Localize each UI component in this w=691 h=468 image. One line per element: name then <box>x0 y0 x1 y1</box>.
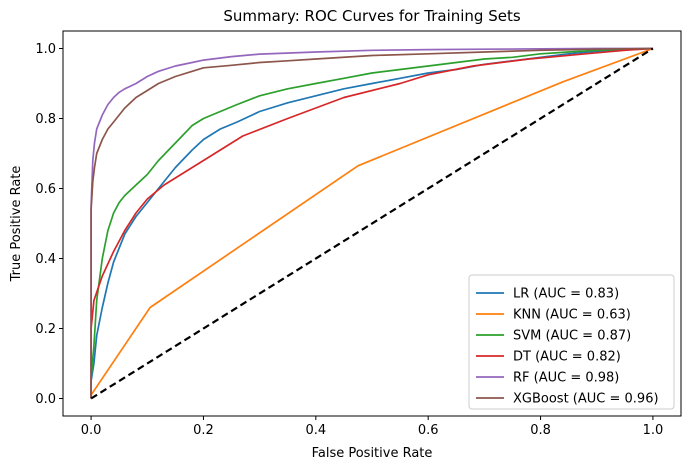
x-tick-label: 1.0 <box>643 423 664 438</box>
y-tick-label: 0.0 <box>35 392 56 407</box>
series-group <box>90 47 654 400</box>
x-axis-ticks: 0.0 0.2 0.4 0.6 0.8 1.0 <box>81 416 664 438</box>
legend-label: SVM (AUC = 0.87) <box>513 329 631 344</box>
legend: LR (AUC = 0.83) KNN (AUC = 0.63) SVM (AUC … <box>468 274 675 410</box>
series-line-rf <box>90 47 653 399</box>
legend-label: LR (AUC = 0.83) <box>513 287 619 302</box>
y-axis-ticks: 0.0 0.2 0.4 0.6 0.8 1.0 <box>35 42 63 407</box>
x-axis-label: False Positive Rate <box>312 446 433 461</box>
y-tick-label: 1.0 <box>35 42 56 57</box>
legend-label: KNN (AUC = 0.63) <box>513 308 631 323</box>
x-tick-label: 0.0 <box>81 423 102 438</box>
y-tick-label: 0.4 <box>35 252 56 267</box>
legend-label: RF (AUC = 0.98) <box>513 371 619 386</box>
reference-diagonal-line <box>90 47 654 400</box>
legend-label: XGBoost (AUC = 0.96) <box>513 392 659 407</box>
y-tick-label: 0.6 <box>35 182 56 197</box>
x-tick-label: 0.8 <box>530 423 551 438</box>
y-tick-label: 0.2 <box>35 322 56 337</box>
x-tick-label: 0.4 <box>305 423 326 438</box>
series-line-xgboost <box>90 47 653 399</box>
legend-label: DT (AUC = 0.82) <box>513 350 621 365</box>
legend-box <box>468 274 675 410</box>
series-line-svm <box>90 47 653 399</box>
chart-title: Summary: ROC Curves for Training Sets <box>223 7 521 25</box>
x-tick-label: 0.6 <box>418 423 439 438</box>
series-line-dt <box>90 47 653 399</box>
y-axis-label: True Positive Rate <box>9 166 24 283</box>
y-tick-label: 0.8 <box>35 112 56 127</box>
plot-frame <box>62 30 682 417</box>
x-tick-label: 0.2 <box>193 423 214 438</box>
plot-area <box>90 47 654 400</box>
